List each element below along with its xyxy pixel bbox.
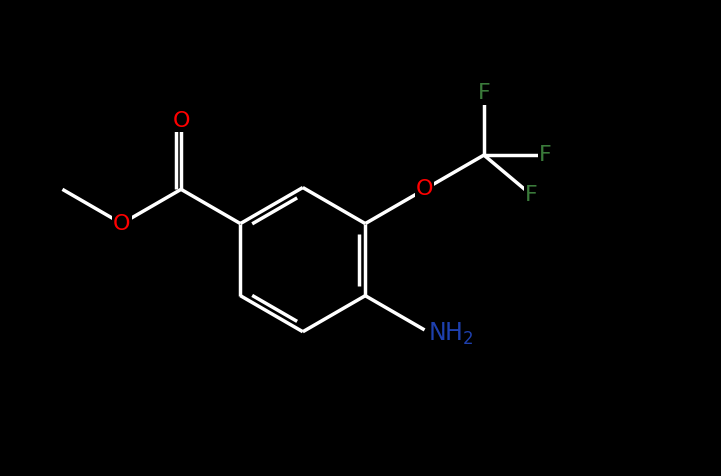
Text: O: O [113,214,131,234]
Text: F: F [539,145,552,165]
Text: NH$_2$: NH$_2$ [428,320,474,347]
Text: O: O [416,179,433,199]
Text: F: F [525,185,537,205]
Text: O: O [172,111,190,131]
Text: F: F [477,83,490,103]
